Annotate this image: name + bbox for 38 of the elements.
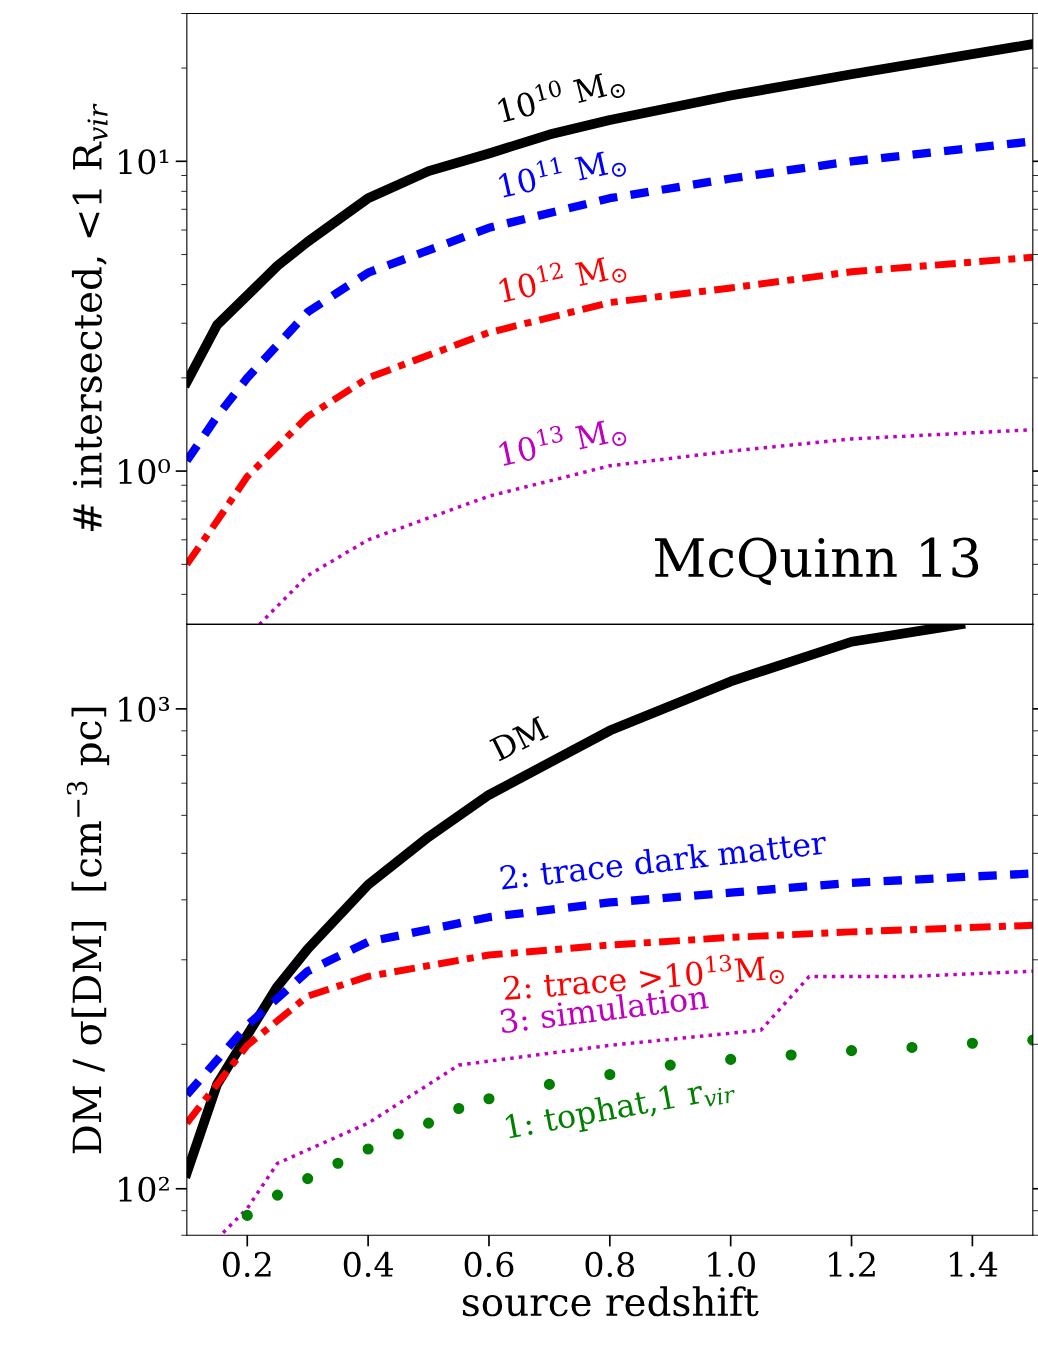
text: 2: trace dark matter: [499, 829, 828, 890]
x-tick-label: 0.2: [222, 1251, 271, 1278]
x-tick-label: 0.4: [343, 1251, 393, 1278]
point: [845, 1045, 858, 1057]
point: [241, 1209, 253, 1221]
annotation: McQuinn 13: [655, 537, 979, 586]
point: [271, 1189, 284, 1201]
point: [664, 1059, 676, 1071]
x-tick-label: 1.0: [708, 1251, 755, 1278]
y-axis-title: # intersected, <1 R$_{vir}$: [71, 103, 108, 531]
x-tick-label: 0.8: [585, 1251, 635, 1278]
point: [422, 1117, 435, 1129]
y-axis-title: DM / σ[DM] [cm$^{−3}$ pc]: [66, 707, 110, 1154]
point: [785, 1049, 797, 1061]
point: [362, 1143, 374, 1155]
y-tick-label: 10⁰: [119, 459, 170, 485]
text: DM: [489, 715, 549, 762]
text: 1: tophat,1 r$_{vir}$: [504, 1072, 737, 1145]
point: [392, 1128, 404, 1140]
point: [906, 1041, 918, 1053]
text: 10$^{10}$ M$_{⊙}$: [496, 63, 627, 128]
y-tick-label: 10²: [119, 1176, 169, 1202]
text: 10$^{11}$ M$_{⊙}$: [497, 142, 628, 203]
y-tick-label: 10¹: [119, 149, 169, 175]
point: [604, 1068, 616, 1081]
x-tick-label: 0.6: [464, 1251, 514, 1278]
point: [725, 1053, 737, 1065]
point: [453, 1102, 465, 1115]
point: [966, 1037, 978, 1049]
x-axis-title: source redshift: [462, 1286, 759, 1317]
y-tick-label: 10³: [119, 696, 170, 723]
text: 10$^{13}$ M$_{⊙}$: [497, 411, 628, 471]
text: 10$^{12}$ M$_{⊙}$: [497, 248, 628, 308]
point: [483, 1093, 495, 1105]
x-tick-label: 1.2: [829, 1251, 875, 1278]
point: [302, 1173, 314, 1185]
x-tick-label: 1.4: [949, 1251, 998, 1278]
point: [332, 1157, 344, 1169]
